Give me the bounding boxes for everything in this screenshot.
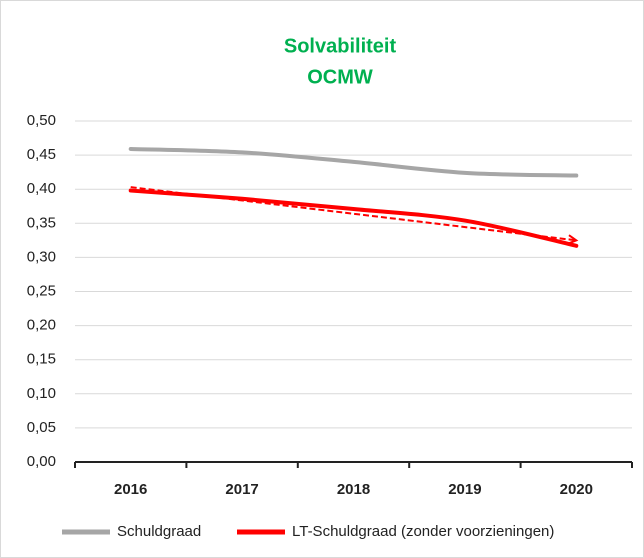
- legend-label: LT-Schuldgraad (zonder voorzieningen): [292, 523, 554, 540]
- y-tick-label: 0,25: [27, 282, 56, 299]
- y-tick-label: 0,45: [27, 146, 56, 163]
- y-tick-label: 0,10: [27, 385, 56, 402]
- line-series: [128, 146, 579, 178]
- x-tick-label: 2016: [114, 481, 147, 498]
- y-tick-label: 0,40: [27, 180, 56, 197]
- x-tick-label: 2018: [337, 481, 370, 498]
- x-tick-label: 2017: [225, 481, 258, 498]
- chart-title: Solvabiliteit: [284, 35, 397, 57]
- y-tick-label: 0,15: [27, 351, 56, 368]
- y-tick-label: 0,20: [27, 317, 56, 334]
- y-tick-label: 0,35: [27, 214, 56, 231]
- trendline-arrow: [567, 234, 579, 245]
- y-tick-label: 0,05: [27, 419, 56, 436]
- y-tick-label: 0,50: [27, 112, 56, 129]
- y-tick-label: 0,00: [27, 453, 56, 470]
- legend-label: Schuldgraad: [117, 523, 201, 540]
- trendline: [130, 186, 577, 242]
- chart-title: OCMW: [307, 66, 373, 88]
- x-tick-label: 2019: [448, 481, 481, 498]
- y-tick-label: 0,30: [27, 248, 56, 265]
- x-tick-label: 2020: [560, 481, 593, 498]
